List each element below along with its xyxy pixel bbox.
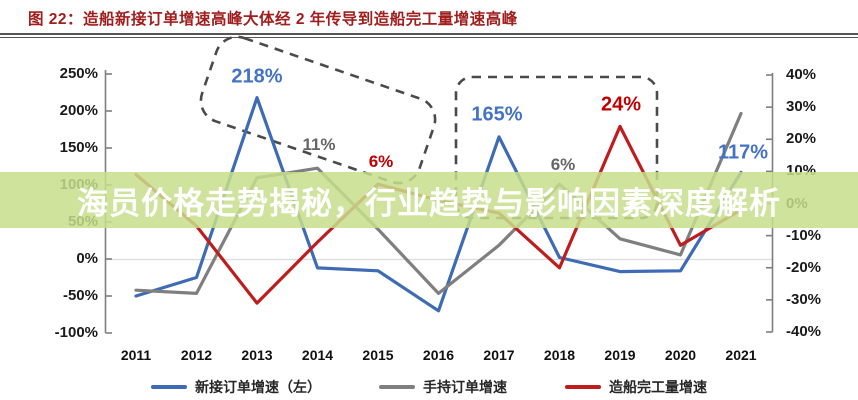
watermark-banner: 海员价格走势揭秘，行业趋势与影响因素深度解析: [0, 172, 858, 228]
legend-label: 手持订单增速: [423, 379, 507, 395]
annotation-label-6: 117%: [717, 141, 769, 164]
legend-line-swatch-icon: [379, 385, 415, 389]
right-axis-tick-label: 40%: [786, 66, 817, 83]
x-axis-year-label: 2016: [422, 347, 455, 363]
watermark-text: 海员价格走势揭秘，行业趋势与影响因素深度解析: [77, 185, 781, 221]
x-axis-year-label: 2020: [664, 347, 697, 363]
x-axis-year-label: 2014: [301, 347, 334, 363]
annotation-label-3: 165%: [471, 103, 523, 126]
right-axis-tick-label: 30%: [786, 98, 817, 116]
legend-label: 新接订单增速（左）: [195, 379, 321, 395]
right-axis-tick-label: -20%: [786, 258, 822, 276]
right-axis-tick-label: -10%: [786, 226, 822, 244]
left-axis-tick-label: 150%: [59, 139, 98, 156]
title-divider: [0, 33, 858, 38]
left-axis-tick-label: 250%: [59, 65, 98, 82]
figure-title: 图 22：造船新接订单增速高峰大体经 2 年传导到造船完工量增速高峰: [28, 11, 518, 28]
legend: 新接订单增速（左） 手持订单增速 造船完工量增速: [0, 377, 858, 397]
x-axis-year-label: 2015: [362, 347, 394, 363]
left-axis-tick-label: 0%: [76, 250, 98, 267]
series-line-0: [134, 96, 743, 313]
annotation-label-2: 6%: [368, 152, 394, 171]
left-axis-tick-label: -50%: [62, 287, 98, 304]
right-axis-tick-label: -40%: [786, 323, 822, 340]
legend-item-2: 造船完工量增速: [565, 377, 707, 397]
annotation-label-1: 11%: [302, 135, 336, 154]
annotation-label-4: 6%: [550, 155, 576, 174]
right-axis-tick-label: 20%: [786, 130, 817, 148]
legend-item-1: 手持订单增速: [379, 377, 507, 397]
x-axis-year-label: 2021: [725, 347, 757, 363]
callout-dashed-shape-2013-peak: [199, 35, 437, 185]
x-axis-year-label: 2012: [180, 347, 213, 363]
x-axis-year-label: 2018: [543, 347, 576, 363]
legend-line-swatch-icon: [151, 385, 187, 389]
x-axis-year-label: 2013: [241, 347, 273, 363]
legend-item-0: 新接订单增速（左）: [151, 377, 321, 397]
right-axis-tick-label: -30%: [786, 290, 822, 308]
left-axis-tick-label: -100%: [54, 324, 98, 341]
x-axis-year-label: 2017: [483, 347, 515, 363]
annotation-label-0: 218%: [231, 65, 283, 88]
annotation-label-5: 24%: [600, 93, 642, 116]
legend-label: 造船完工量增速: [609, 379, 707, 395]
x-axis-year-label: 2019: [604, 347, 636, 363]
left-axis-tick-label: 200%: [59, 102, 98, 119]
callout-dashed-shape-2017-2019-peaks: [454, 75, 659, 220]
legend-line-swatch-icon: [565, 385, 601, 389]
x-axis-year-label: 2011: [120, 347, 152, 363]
